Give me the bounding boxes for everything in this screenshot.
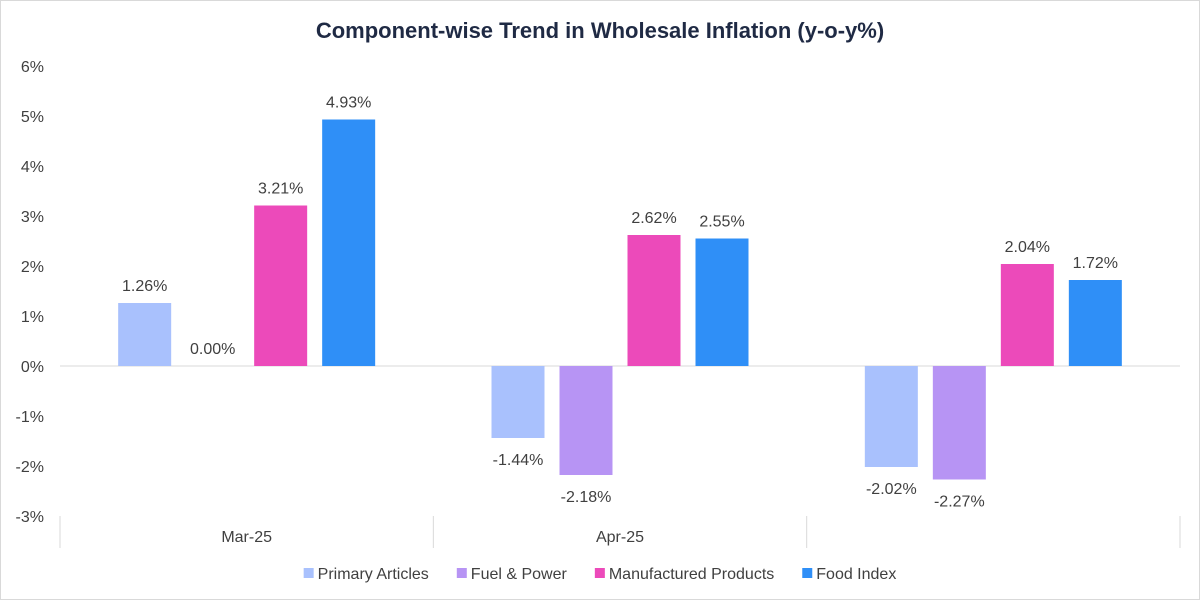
data-label: 2.62% bbox=[631, 210, 676, 227]
data-label: 1.72% bbox=[1073, 255, 1118, 272]
y-tick-label: -2% bbox=[16, 459, 44, 476]
data-label: 3.21% bbox=[258, 181, 303, 198]
data-label: -1.44% bbox=[493, 452, 544, 469]
bar bbox=[254, 205, 308, 366]
bar bbox=[1000, 264, 1054, 366]
legend-swatch bbox=[303, 568, 314, 578]
legend-item: Primary Articles bbox=[303, 566, 429, 583]
legend-item: Food Index bbox=[802, 566, 896, 583]
legend-swatch bbox=[594, 568, 605, 578]
y-axis: 6% 5% 4% 3% 2% 1% 0% -1% -2% -3% bbox=[16, 59, 44, 526]
data-label: 1.26% bbox=[122, 278, 167, 295]
y-tick-label: 6% bbox=[21, 59, 44, 76]
legend-swatch bbox=[456, 568, 467, 578]
data-label: 0.00% bbox=[190, 341, 235, 358]
x-category-label: Apr-25 bbox=[596, 529, 644, 546]
bar bbox=[322, 119, 376, 366]
bar bbox=[118, 303, 172, 366]
legend-label: Food Index bbox=[816, 566, 896, 583]
y-tick-label: 5% bbox=[21, 109, 44, 126]
data-label: 2.55% bbox=[699, 214, 744, 231]
legend-swatch bbox=[802, 568, 813, 578]
legend-label: Manufactured Products bbox=[609, 566, 774, 583]
data-label: -2.02% bbox=[866, 481, 917, 498]
bar bbox=[559, 366, 613, 475]
y-tick-label: 0% bbox=[21, 359, 44, 376]
y-tick-label: 4% bbox=[21, 159, 44, 176]
legend-label: Fuel & Power bbox=[471, 566, 568, 583]
data-label: 4.93% bbox=[326, 95, 371, 112]
x-axis: Mar-25 Apr-25 bbox=[59, 516, 1181, 548]
y-tick-label: -1% bbox=[16, 409, 44, 426]
bar bbox=[695, 238, 749, 366]
y-tick-label: -3% bbox=[16, 509, 44, 526]
data-label: 2.04% bbox=[1005, 239, 1050, 256]
plot-area: 1.26% -1.44% -2.02% 0.00% -2.18% -2.27% 3.21% 2… bbox=[60, 95, 1180, 511]
y-tick-label: 1% bbox=[21, 309, 44, 326]
bar bbox=[864, 366, 918, 467]
bar bbox=[491, 366, 545, 438]
legend-item: Fuel & Power bbox=[456, 566, 568, 583]
legend: Primary Articles Fuel & Power Manufactured… bbox=[303, 566, 896, 583]
x-category-label: Mar-25 bbox=[221, 529, 272, 546]
y-tick-label: 3% bbox=[21, 209, 44, 226]
y-tick-label: 2% bbox=[21, 259, 44, 276]
legend-label: Primary Articles bbox=[318, 566, 429, 583]
data-label: -2.18% bbox=[561, 489, 612, 506]
legend-item: Manufactured Products bbox=[594, 566, 774, 583]
bar bbox=[1068, 280, 1122, 366]
bar bbox=[627, 235, 681, 366]
bar bbox=[932, 366, 986, 480]
data-label: -2.27% bbox=[934, 494, 985, 511]
chart-title: Component-wise Trend in Wholesale Inflat… bbox=[316, 18, 884, 43]
